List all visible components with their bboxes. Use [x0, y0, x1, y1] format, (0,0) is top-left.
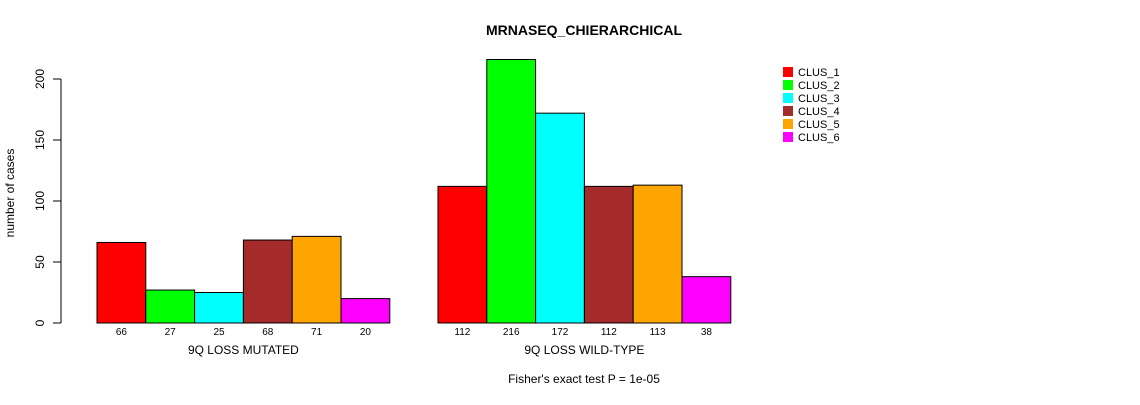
group-label: 9Q LOSS WILD-TYPE — [524, 343, 644, 357]
legend-swatch — [783, 119, 793, 129]
bar-count-label: 27 — [165, 327, 177, 338]
bar — [535, 112, 585, 324]
bar — [437, 185, 488, 324]
bar — [583, 185, 634, 324]
y-tick-label: 150 — [33, 130, 47, 150]
bar — [194, 292, 244, 324]
legend-swatch — [783, 132, 793, 142]
bar — [242, 239, 293, 324]
y-tick-label: 100 — [33, 191, 47, 211]
y-axis-label: number of cases — [3, 149, 17, 238]
bar-count-label: 172 — [552, 327, 569, 338]
bar — [96, 241, 147, 324]
legend-label: CLUS_6 — [798, 132, 840, 144]
y-tick-label: 0 — [33, 319, 47, 326]
legend-label: CLUS_5 — [798, 119, 840, 131]
y-tick-label: 50 — [33, 255, 47, 269]
bar — [486, 58, 537, 324]
bar-count-label: 216 — [503, 327, 520, 338]
legend-label: CLUS_2 — [798, 80, 840, 92]
bar — [681, 276, 732, 324]
bar-count-label: 112 — [454, 327, 470, 338]
bar-count-label: 66 — [116, 327, 128, 338]
legend-swatch — [783, 80, 793, 90]
count-labels: 66 27 25 68 71 20 112 216 172 112 113 38 — [116, 327, 713, 338]
fisher-test-note: Fisher's exact test P = 1e-05 — [508, 372, 660, 386]
bars — [96, 58, 732, 324]
bar — [632, 184, 683, 324]
bar-count-label: 113 — [650, 327, 666, 338]
bar-count-label: 25 — [213, 327, 225, 338]
bar-count-label: 20 — [360, 327, 372, 338]
legend-swatch — [783, 67, 793, 77]
chart-title: MRNASEQ_CHIERARCHICAL — [486, 22, 682, 38]
legend-label: CLUS_4 — [798, 106, 840, 118]
legend-swatch — [783, 93, 793, 103]
bar-count-label: 68 — [262, 327, 274, 338]
group-label: 9Q LOSS MUTATED — [188, 343, 299, 357]
bar — [291, 235, 342, 324]
bar-count-label: 38 — [701, 327, 713, 338]
legend-swatch — [783, 106, 793, 116]
bar — [340, 298, 391, 324]
bar-count-label: 112 — [601, 327, 617, 338]
legend-label: CLUS_3 — [798, 93, 840, 105]
y-tick-label: 200 — [33, 69, 47, 89]
group-labels: 9Q LOSS MUTATED 9Q LOSS WILD-TYPE — [188, 343, 644, 357]
y-axis: 0 50 100 150 200 — [33, 69, 62, 326]
bar — [145, 289, 196, 324]
legend-label: CLUS_1 — [798, 67, 840, 79]
bar-count-label: 71 — [311, 327, 323, 338]
